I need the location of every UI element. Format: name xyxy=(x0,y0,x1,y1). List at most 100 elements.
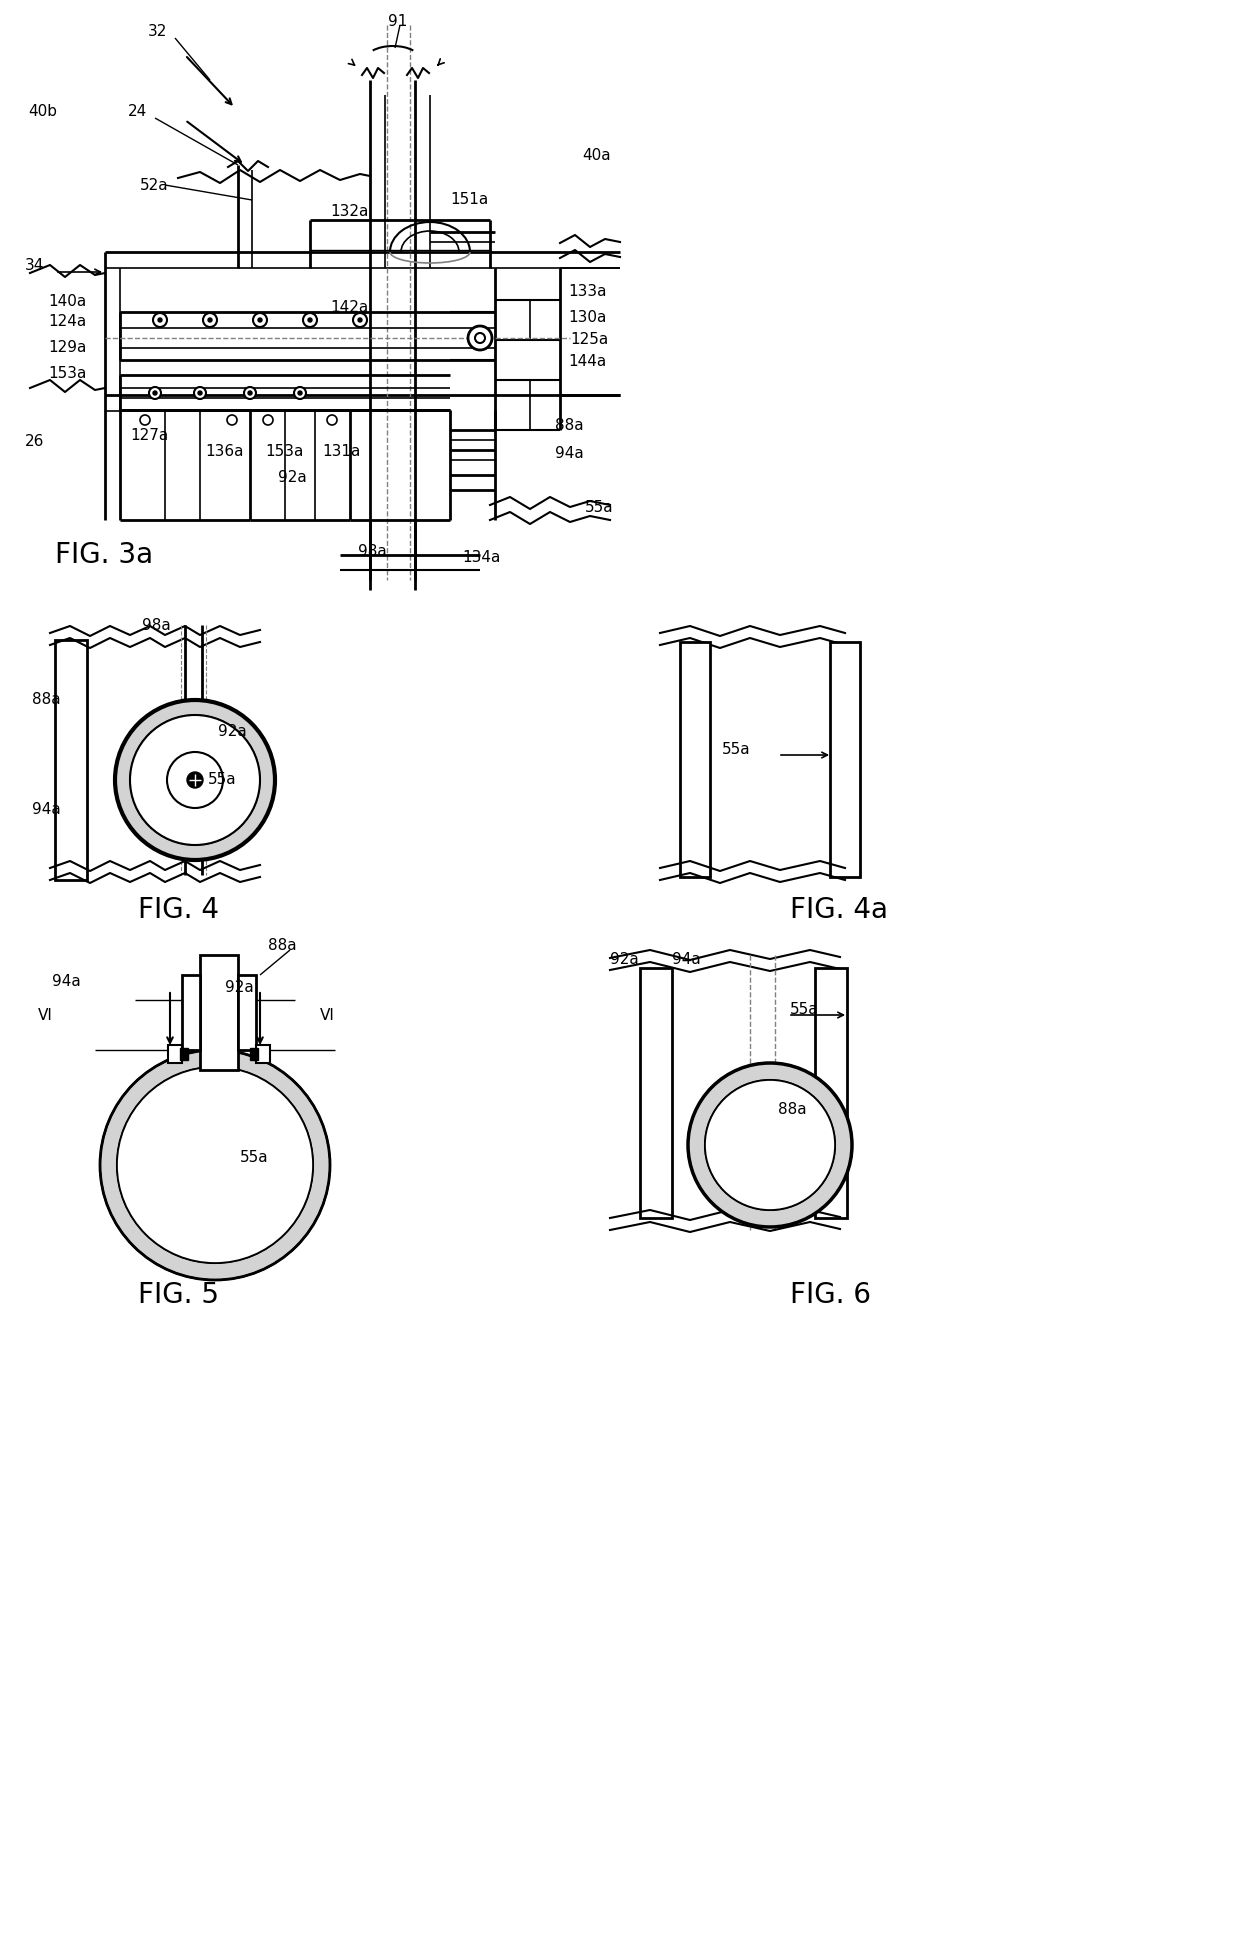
Circle shape xyxy=(140,415,150,425)
Text: FIG. 4: FIG. 4 xyxy=(138,896,219,923)
Circle shape xyxy=(467,325,492,351)
Text: 132a: 132a xyxy=(330,205,368,220)
Wedge shape xyxy=(100,1050,330,1280)
Text: 153a: 153a xyxy=(265,444,304,460)
Circle shape xyxy=(227,415,237,425)
Bar xyxy=(680,643,711,877)
Circle shape xyxy=(353,314,367,327)
Circle shape xyxy=(157,318,162,321)
Text: 92a: 92a xyxy=(278,471,306,485)
Circle shape xyxy=(130,715,260,845)
Circle shape xyxy=(149,388,161,399)
Bar xyxy=(238,976,255,1050)
Circle shape xyxy=(203,314,217,327)
Circle shape xyxy=(294,388,306,399)
Text: 88a: 88a xyxy=(777,1103,807,1118)
Bar xyxy=(830,643,861,877)
Text: 55a: 55a xyxy=(208,773,237,787)
Text: 125a: 125a xyxy=(570,333,609,347)
Bar xyxy=(167,1044,182,1064)
Text: FIG. 4a: FIG. 4a xyxy=(790,896,888,923)
Circle shape xyxy=(208,318,212,321)
Bar xyxy=(250,1048,258,1060)
Text: 134a: 134a xyxy=(463,551,501,565)
Text: 94a: 94a xyxy=(32,803,61,818)
Text: 131a: 131a xyxy=(322,444,361,460)
Text: 140a: 140a xyxy=(48,294,87,310)
Text: 124a: 124a xyxy=(48,314,87,329)
Wedge shape xyxy=(688,1064,852,1227)
Text: 55a: 55a xyxy=(722,742,750,758)
Text: 142a: 142a xyxy=(330,300,368,316)
Circle shape xyxy=(244,388,255,399)
Circle shape xyxy=(167,752,223,808)
Bar xyxy=(55,641,87,880)
Bar xyxy=(200,955,238,1069)
Text: 32: 32 xyxy=(148,25,167,39)
Circle shape xyxy=(258,318,262,321)
Bar xyxy=(182,976,200,1050)
Circle shape xyxy=(308,318,312,321)
Text: 55a: 55a xyxy=(241,1151,269,1165)
Text: 94a: 94a xyxy=(52,974,81,990)
Text: 88a: 88a xyxy=(268,937,296,953)
Text: 151a: 151a xyxy=(450,193,489,208)
Bar xyxy=(830,643,861,877)
Circle shape xyxy=(263,415,273,425)
Text: 144a: 144a xyxy=(568,355,606,370)
Bar xyxy=(200,955,238,1069)
Circle shape xyxy=(198,392,202,395)
Text: 88a: 88a xyxy=(556,417,584,432)
Bar xyxy=(640,968,672,1218)
Text: 26: 26 xyxy=(25,434,45,450)
Text: 129a: 129a xyxy=(48,341,87,355)
Text: 94a: 94a xyxy=(672,953,701,968)
Text: 40b: 40b xyxy=(29,105,57,119)
Text: 55a: 55a xyxy=(790,1003,818,1017)
Text: 127a: 127a xyxy=(130,427,169,442)
Text: 153a: 153a xyxy=(48,366,87,380)
Text: FIG. 3a: FIG. 3a xyxy=(55,542,153,569)
Circle shape xyxy=(117,1068,312,1262)
Text: 34: 34 xyxy=(25,257,45,273)
Wedge shape xyxy=(115,699,275,859)
Text: 92a: 92a xyxy=(610,953,639,968)
Text: 133a: 133a xyxy=(568,284,606,300)
Text: VI: VI xyxy=(320,1007,335,1023)
Text: 98a: 98a xyxy=(143,618,171,633)
Text: 92a: 92a xyxy=(224,980,254,995)
Circle shape xyxy=(153,392,157,395)
Bar xyxy=(815,968,847,1218)
Circle shape xyxy=(253,314,267,327)
Bar xyxy=(680,643,711,877)
Bar xyxy=(640,968,672,1218)
Text: 91: 91 xyxy=(388,14,408,29)
Circle shape xyxy=(303,314,317,327)
Text: FIG. 6: FIG. 6 xyxy=(790,1282,870,1309)
Bar xyxy=(182,976,200,1050)
Circle shape xyxy=(193,388,206,399)
Circle shape xyxy=(153,314,167,327)
Bar xyxy=(255,1044,270,1064)
Text: 92a: 92a xyxy=(218,725,247,740)
Text: 24: 24 xyxy=(128,105,148,119)
Circle shape xyxy=(706,1079,835,1210)
Circle shape xyxy=(358,318,362,321)
Bar xyxy=(238,976,255,1050)
Circle shape xyxy=(475,333,485,343)
Text: 88a: 88a xyxy=(32,692,61,707)
Bar xyxy=(55,641,87,880)
Text: FIG. 5: FIG. 5 xyxy=(138,1282,219,1309)
Text: 94a: 94a xyxy=(556,446,584,460)
Text: 40a: 40a xyxy=(582,148,610,162)
Text: 98a: 98a xyxy=(358,545,387,559)
Text: 130a: 130a xyxy=(568,310,606,325)
Circle shape xyxy=(187,771,203,789)
Circle shape xyxy=(327,415,337,425)
Circle shape xyxy=(298,392,303,395)
Text: 136a: 136a xyxy=(205,444,243,460)
Text: 52a: 52a xyxy=(140,177,169,193)
Bar xyxy=(180,1048,188,1060)
Bar xyxy=(815,968,847,1218)
Text: 55a: 55a xyxy=(585,501,614,516)
